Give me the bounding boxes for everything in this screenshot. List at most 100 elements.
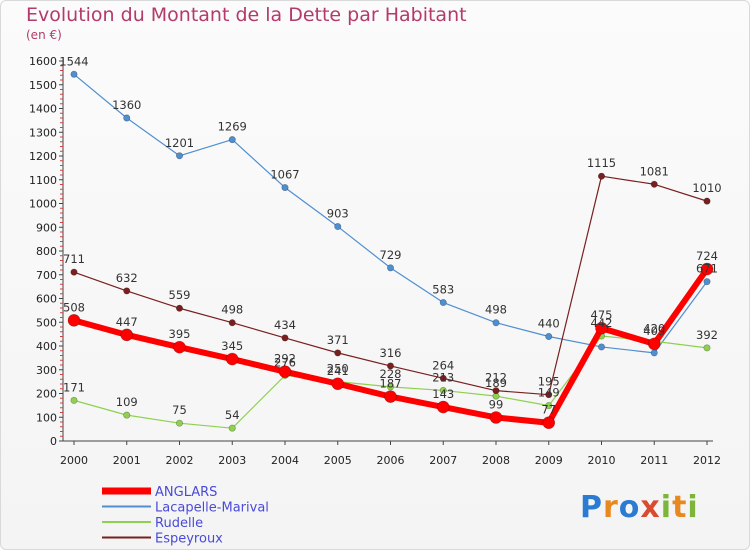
data-label-lacapelle-marival: 583	[432, 283, 454, 297]
data-point-espeyroux	[386, 362, 394, 370]
chart-title: Evolution du Montant de la Dette par Hab…	[26, 4, 467, 26]
data-point-lacapelle-marival	[123, 114, 131, 122]
y-tick-label: 600	[36, 293, 57, 306]
data-label-anglars: 99	[489, 397, 504, 411]
data-label-espeyroux: 316	[380, 346, 402, 360]
data-label-rudelle: 228	[380, 367, 402, 381]
data-point-anglars	[647, 337, 661, 351]
axes: 0 100 200 300 400 500 600 700 800 900 1000 1100 1200…	[29, 55, 721, 467]
data-label-espeyroux: 195	[538, 375, 560, 389]
y-tick-label: 100	[36, 411, 57, 424]
data-point-lacapelle-marival	[703, 278, 711, 286]
data-label-rudelle: 189	[485, 376, 507, 390]
data-point-anglars	[489, 411, 503, 424]
data-label-espeyroux: 212	[485, 371, 507, 385]
y-tick-label: 1000	[29, 198, 57, 211]
x-tick-label: 2001	[113, 454, 141, 467]
data-label-lacapelle-marival: 498	[485, 303, 507, 317]
y-tick-label: 1300	[29, 126, 57, 139]
x-tick-label: 2005	[324, 454, 352, 467]
data-point-anglars	[120, 328, 134, 342]
x-tick-label: 2010	[588, 454, 616, 467]
data-label-anglars: 508	[63, 300, 85, 314]
data-label-rudelle: 109	[116, 395, 138, 409]
data-label-rudelle: 420	[643, 321, 665, 335]
data-point-lacapelle-marival	[334, 223, 342, 231]
data-label-lacapelle-marival: 1544	[59, 54, 88, 68]
data-point-rudelle	[703, 344, 711, 352]
data-point-espeyroux	[70, 268, 78, 276]
data-label-lacapelle-marival: 1067	[270, 168, 299, 182]
x-tick-label: 2007	[429, 454, 457, 467]
x-tick-label: 2008	[482, 454, 510, 467]
data-point-lacapelle-marival	[386, 264, 394, 272]
data-label-anglars: 187	[380, 377, 402, 391]
data-label-rudelle: 213	[432, 370, 454, 384]
data-point-lacapelle-marival	[545, 332, 553, 340]
data-label-lacapelle-marival: 1360	[112, 98, 141, 112]
legend-label-espeyroux: Espeyroux	[155, 532, 223, 547]
data-point-espeyroux	[176, 304, 184, 312]
data-label-espeyroux: 559	[169, 288, 191, 302]
x-tick-label: 2011	[640, 454, 668, 467]
data-label-anglars: 724	[696, 249, 718, 263]
data-labels: 1544 1360 1201 1269 1067 903 729 583 498 440 671 17…	[59, 54, 721, 422]
y-tick-label: 0	[50, 435, 57, 448]
y-tick-label: 1100	[29, 174, 57, 187]
data-label-anglars: 143	[432, 387, 454, 401]
data-point-lacapelle-marival	[281, 184, 289, 192]
data-label-anglars: 292	[274, 352, 296, 366]
data-point-anglars	[436, 400, 450, 414]
data-label-anglars: 409	[643, 324, 665, 338]
data-point-rudelle	[439, 386, 447, 394]
data-label-rudelle: 276	[274, 355, 296, 369]
x-tick-label: 2002	[166, 454, 194, 467]
data-point-lacapelle-marival	[597, 343, 605, 351]
proxiti-logo: Proxiti	[580, 490, 699, 525]
data-point-espeyroux	[439, 374, 447, 382]
y-tick-label: 1600	[29, 55, 57, 68]
data-label-lacapelle-marival: 903	[327, 207, 349, 221]
data-point-espeyroux	[123, 287, 131, 295]
x-tick-label: 2000	[60, 454, 88, 467]
data-label-lacapelle-marival: 671	[696, 262, 718, 276]
data-point-rudelle	[70, 396, 78, 404]
data-label-rudelle: 442	[591, 316, 613, 330]
data-label-rudelle: 149	[538, 386, 560, 400]
data-label-anglars: 345	[221, 339, 243, 353]
data-label-lacapelle-marival: 729	[380, 248, 402, 262]
data-label-anglars: 241	[327, 364, 349, 378]
data-label-espeyroux: 711	[63, 252, 85, 266]
y-tick-label: 400	[36, 340, 57, 353]
data-point-rudelle	[228, 424, 236, 432]
data-point-lacapelle-marival	[492, 319, 500, 327]
data-point-anglars	[700, 262, 714, 276]
data-point-anglars	[595, 321, 608, 335]
data-point-anglars	[225, 352, 239, 366]
legend-label-anglars: ANGLARS	[155, 485, 217, 500]
y-tick-label: 1200	[29, 150, 57, 163]
data-point-anglars	[331, 377, 345, 391]
data-label-espeyroux: 434	[274, 318, 296, 332]
data-label-rudelle: 250	[327, 362, 349, 376]
data-label-anglars: 447	[116, 315, 138, 329]
data-label-rudelle: 392	[696, 328, 718, 342]
series-anglars	[67, 262, 714, 430]
series-line-espeyroux	[73, 175, 708, 396]
data-point-espeyroux	[650, 180, 658, 188]
data-point-lacapelle-marival	[70, 70, 78, 78]
data-point-espeyroux	[492, 387, 500, 395]
data-point-rudelle	[176, 419, 184, 427]
data-label-anglars: 475	[591, 308, 613, 322]
data-label-espeyroux: 264	[432, 358, 454, 372]
legend-label-rudelle: Rudelle	[155, 516, 203, 531]
data-label-espeyroux: 371	[327, 333, 349, 347]
data-label-espeyroux: 632	[116, 271, 138, 285]
x-tick-label: 2012	[693, 454, 721, 467]
data-point-lacapelle-marival	[176, 152, 184, 160]
data-label-espeyroux: 498	[221, 303, 243, 317]
